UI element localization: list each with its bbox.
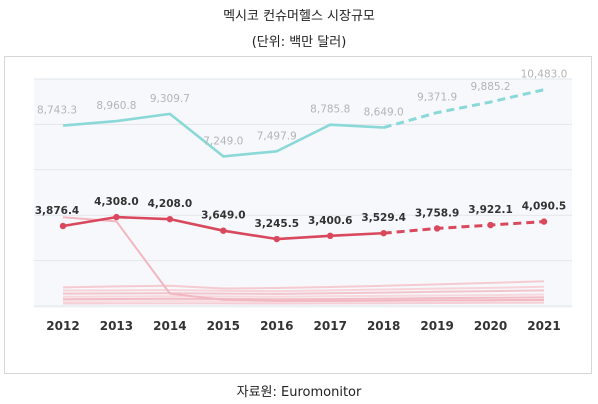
x-tick-label: 2014 [153,319,186,333]
x-tick-label: 2020 [474,319,507,333]
data-point [166,215,174,223]
data-label: 4,090.5 [522,201,567,213]
series-line-2 [62,216,545,302]
source-note: 자료원: Euromonitor [236,385,362,400]
series-group [59,88,548,305]
data-point [380,229,387,237]
data-label: 4,208.0 [148,198,193,210]
chart-unit-subtitle: (단위: 백만 달러) [251,35,347,50]
data-label: 3,649.0 [201,210,246,222]
data-label: 3,529.4 [361,212,406,224]
data-point [273,235,280,243]
series-line-4 [62,285,545,293]
data-point [487,221,494,229]
x-axis-ticks: 2012 2013 2014 2015 2016 2017 2018 2019 2020 2021 [46,319,560,333]
gridlines [34,78,572,307]
series-line-7 [62,296,545,301]
data-point [220,227,227,234]
data-label: 9,371.9 [417,92,457,104]
data-label: 3,245.5 [255,218,300,230]
series-forecast-line-0 [383,88,545,129]
x-tick-label: 2013 [100,319,133,333]
x-tick-label: 2017 [314,319,347,333]
x-tick-label: 2015 [207,319,240,333]
data-labels: 3,876.4 4,308.0 4,208.0 3,649.0 3,245.5 3,400… [35,69,568,230]
x-tick-label: 2021 [527,319,560,333]
data-label: 10,483.0 [521,69,568,81]
plot-background [34,79,572,308]
data-label: 3,922.1 [468,204,513,216]
data-point [59,222,67,230]
data-label: 9,309.7 [150,93,190,105]
series-forecast-line-1 [383,220,545,235]
x-tick-label: 2012 [46,319,79,333]
data-label: 3,400.6 [308,215,353,227]
data-label: 8,649.0 [364,107,404,119]
x-tick-label: 2018 [367,319,400,333]
data-label: 3,876.4 [35,205,80,217]
data-point [327,232,334,240]
data-label: 8,785.8 [310,104,350,116]
data-label: 8,960.8 [96,100,136,112]
x-tick-label: 2016 [260,319,293,333]
data-label: 4,308.0 [94,196,139,208]
data-label: 3,758.9 [415,207,460,219]
data-label: 7,249.0 [203,135,243,147]
data-label: 7,497.9 [257,130,297,142]
series-line-6 [62,293,545,298]
series-line-5 [62,289,545,295]
chart-title: 멕시코 컨슈머헬스 시장규모 [223,9,375,24]
series-line-9 [62,301,545,305]
data-label: 9,885.2 [471,81,511,93]
series-line-3 [62,280,545,290]
data-point [540,218,548,225]
x-tick-label: 2019 [420,319,453,333]
data-point [433,225,441,232]
data-point [113,213,120,221]
series-line-0 [62,112,384,158]
data-label: 8,743.3 [37,105,77,117]
